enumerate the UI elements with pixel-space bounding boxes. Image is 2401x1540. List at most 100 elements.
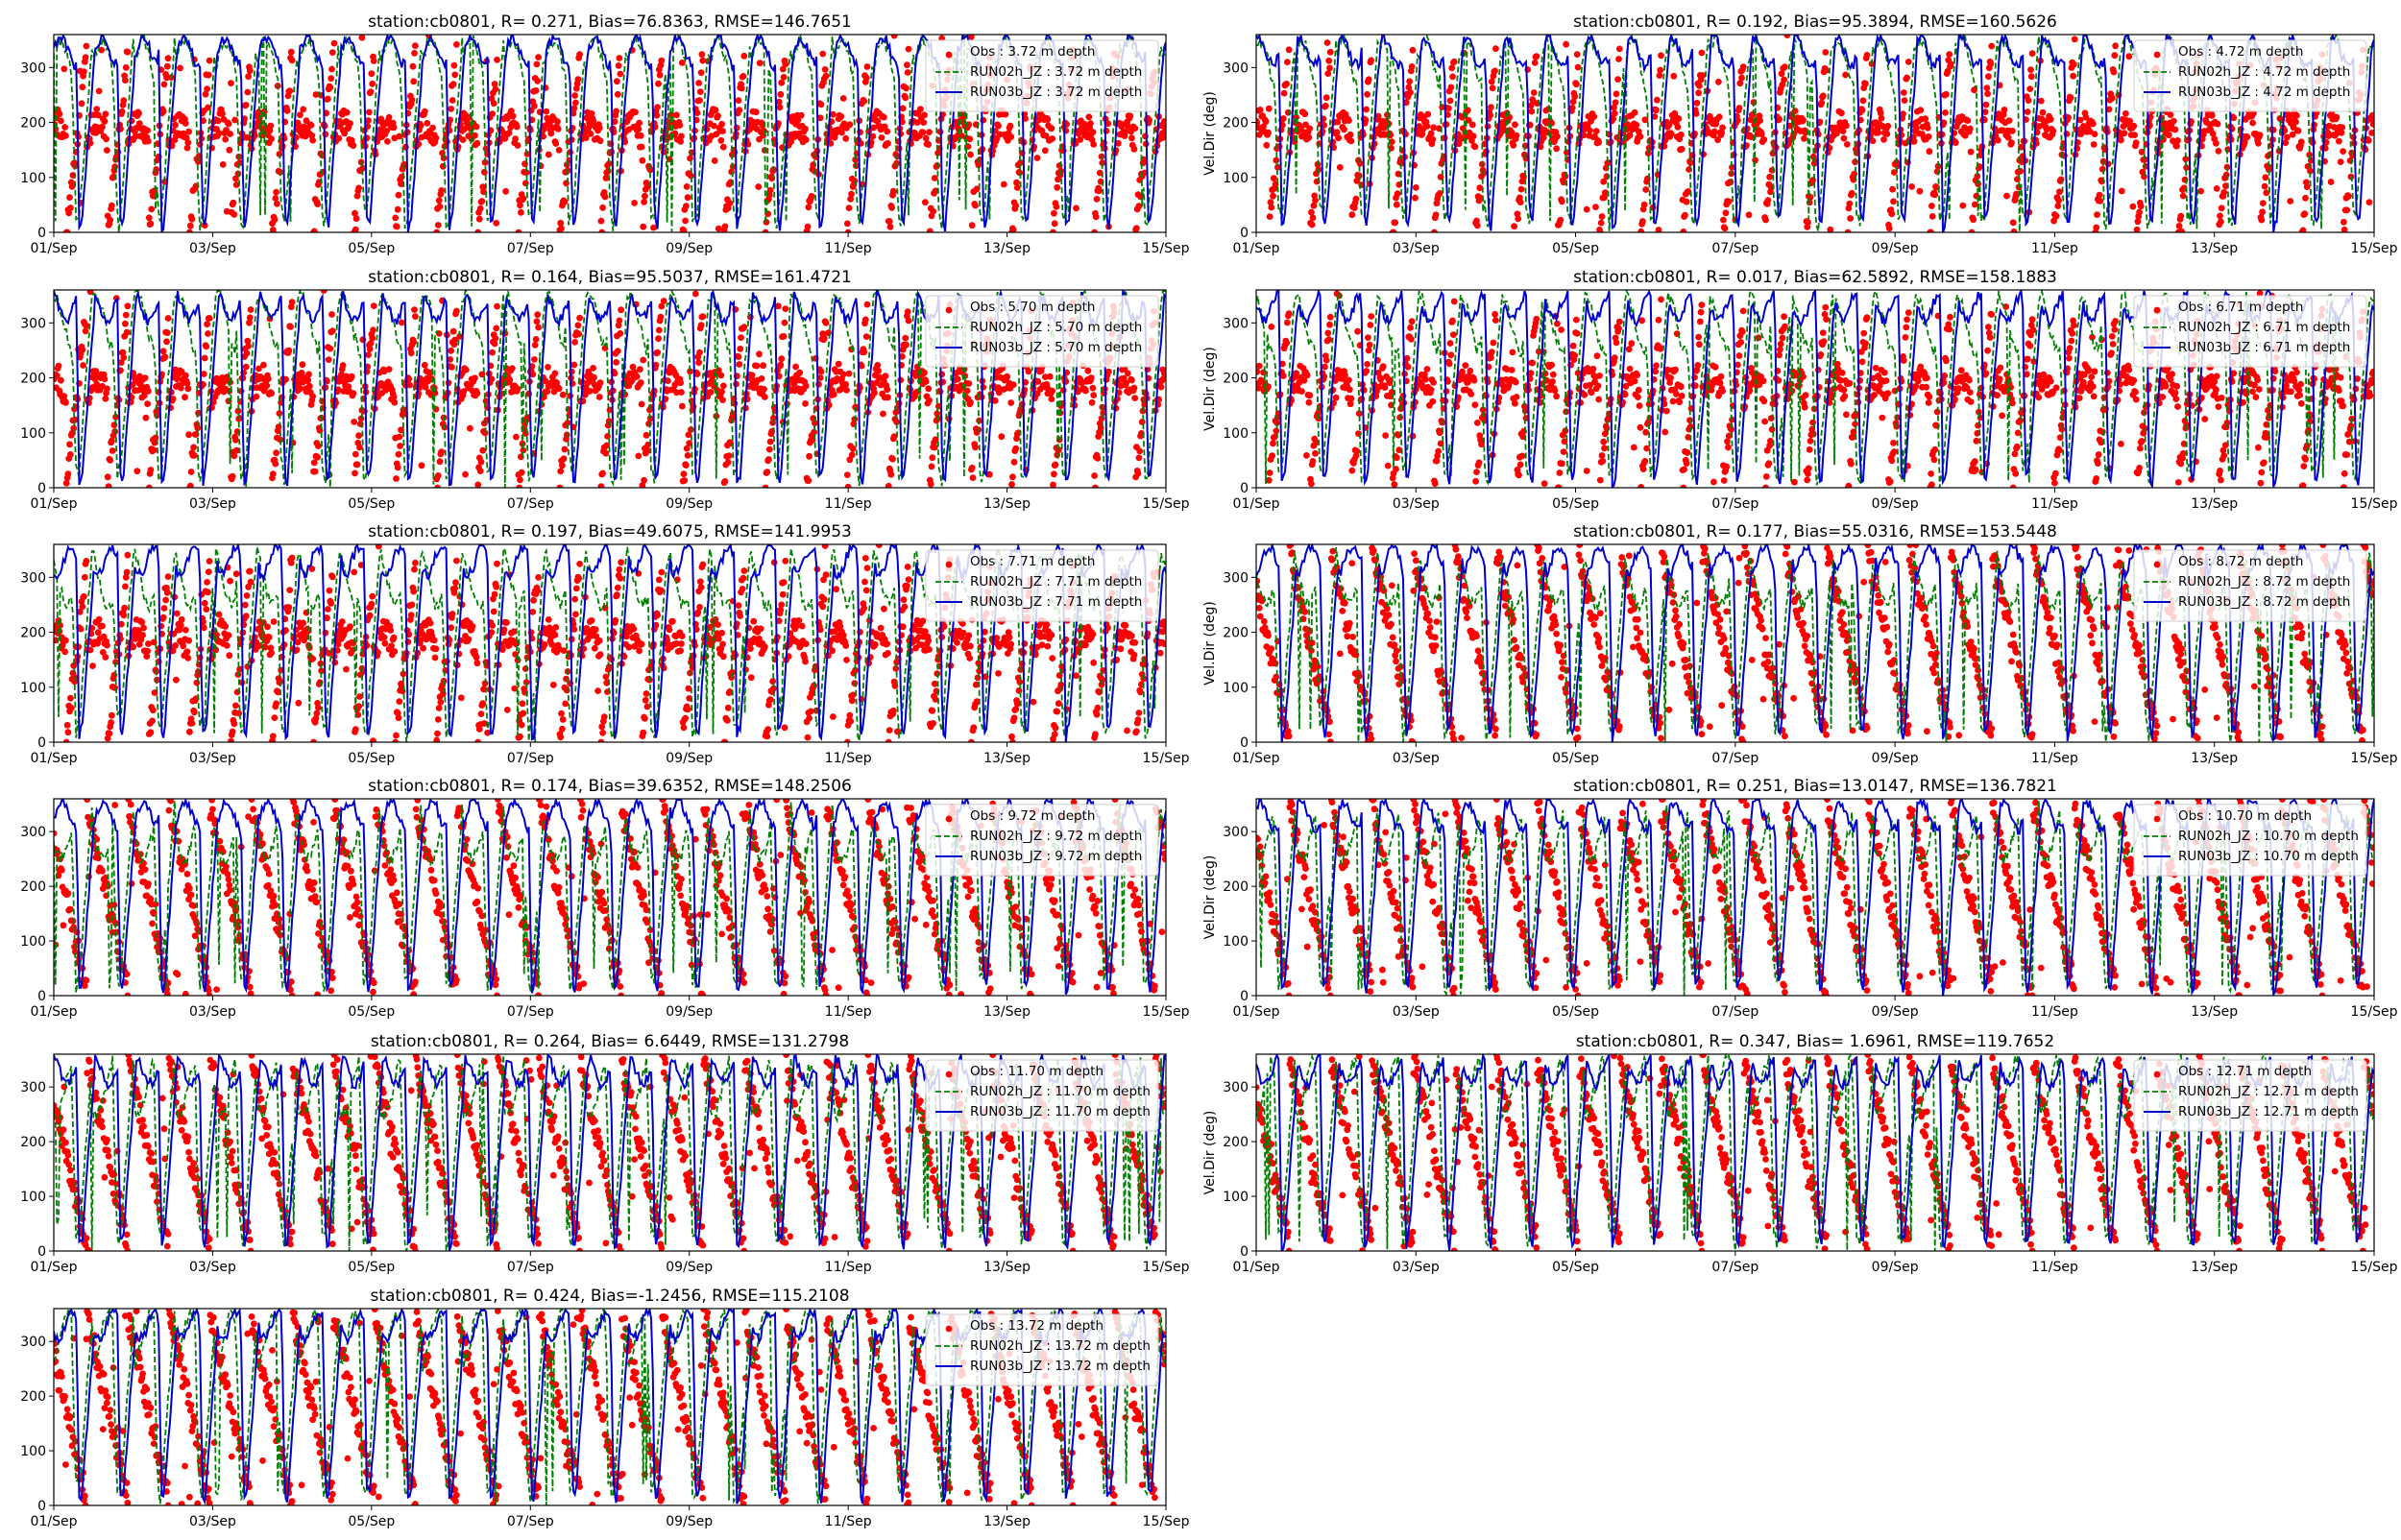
obs-point xyxy=(494,57,500,63)
obs-point xyxy=(598,483,605,490)
obs-point xyxy=(1519,453,1526,460)
obs-point xyxy=(1365,334,1371,341)
obs-point xyxy=(967,399,974,406)
obs-point xyxy=(641,477,647,484)
obs-point xyxy=(640,157,646,164)
obs-point xyxy=(1128,377,1135,384)
obs-point xyxy=(2178,229,2185,235)
obs-point xyxy=(344,109,351,116)
obs-point xyxy=(1012,203,1019,209)
obs-point xyxy=(1162,125,1169,132)
obs-point xyxy=(2027,66,2034,73)
obs-point xyxy=(2220,189,2227,196)
legend-label: Obs : 5.70 m depth xyxy=(970,300,1095,315)
obs-point xyxy=(762,394,768,400)
obs-point xyxy=(1091,472,1098,479)
obs-point xyxy=(850,445,857,452)
obs-point xyxy=(273,189,279,196)
obs-point xyxy=(453,41,460,48)
obs-point xyxy=(1926,133,1932,140)
obs-point xyxy=(349,373,355,380)
obs-point xyxy=(571,92,578,99)
obs-point xyxy=(1409,63,1416,70)
obs-point xyxy=(2311,122,2317,129)
obs-point xyxy=(559,462,566,469)
obs-point xyxy=(715,112,721,119)
x-tick-label: 13/Sep xyxy=(2191,241,2238,256)
obs-point xyxy=(1552,388,1559,395)
obs-point xyxy=(1599,458,1606,465)
obs-point xyxy=(972,203,979,209)
obs-point xyxy=(61,65,67,72)
obs-point xyxy=(692,291,699,298)
obs-point xyxy=(1710,479,1717,486)
obs-point xyxy=(1260,370,1267,376)
obs-point xyxy=(1404,355,1411,362)
obs-point xyxy=(79,84,85,90)
x-tick-label: 03/Sep xyxy=(189,241,236,256)
obs-point xyxy=(2213,140,2219,147)
obs-point xyxy=(245,343,252,349)
obs-point xyxy=(1462,362,1468,369)
obs-point xyxy=(1540,134,1547,141)
obs-point xyxy=(1592,204,1599,210)
obs-point xyxy=(2111,69,2118,76)
obs-point xyxy=(1470,132,1477,139)
obs-point xyxy=(433,134,440,141)
obs-point xyxy=(1584,206,1590,213)
obs-point xyxy=(1263,142,1270,149)
obs-point xyxy=(1640,466,1647,472)
obs-point xyxy=(1412,195,1419,202)
obs-point xyxy=(1613,340,1620,347)
obs-point xyxy=(228,80,234,86)
obs-point xyxy=(1346,386,1353,393)
obs-point xyxy=(1364,91,1370,98)
obs-point xyxy=(1844,141,1851,148)
obs-point xyxy=(1445,105,1452,111)
obs-point xyxy=(1847,215,1854,222)
subplot-title: station:cb0801, R= 0.164, Bias=95.5037, … xyxy=(368,268,852,287)
obs-point xyxy=(1823,67,1830,74)
obs-point xyxy=(1911,138,1918,145)
obs-point xyxy=(925,141,932,148)
obs-point xyxy=(230,473,236,480)
obs-point xyxy=(1269,452,1275,459)
obs-point xyxy=(571,339,578,346)
obs-point xyxy=(879,134,885,141)
obs-point xyxy=(2172,127,2179,133)
obs-point xyxy=(1489,349,1495,355)
obs-point xyxy=(125,49,132,56)
obs-point xyxy=(164,63,171,70)
obs-point xyxy=(2171,118,2177,125)
obs-point xyxy=(205,330,211,337)
obs-point xyxy=(631,200,638,206)
obs-point xyxy=(151,446,158,453)
obs-point xyxy=(1738,75,1745,82)
obs-point xyxy=(1726,199,1733,205)
obs-point xyxy=(570,362,577,369)
obs-point xyxy=(120,354,127,361)
obs-point xyxy=(928,481,934,488)
obs-point xyxy=(1699,50,1706,57)
obs-point xyxy=(719,128,726,134)
obs-point xyxy=(1472,478,1479,485)
obs-point xyxy=(1348,138,1355,145)
obs-point xyxy=(906,46,912,53)
legend-label: RUN02h_JZ : 4.72 m depth xyxy=(2178,64,2350,80)
obs-point xyxy=(1679,146,1686,153)
obs-point xyxy=(1782,63,1788,70)
obs-point xyxy=(1467,391,1474,397)
y-tick-label: 300 xyxy=(20,60,46,76)
obs-point xyxy=(617,55,623,61)
obs-point xyxy=(637,366,643,373)
obs-point xyxy=(519,469,525,476)
obs-point xyxy=(391,399,398,406)
obs-point xyxy=(1716,113,1723,120)
obs-point xyxy=(1014,184,1021,191)
obs-point xyxy=(1312,197,1319,204)
obs-point xyxy=(1090,385,1097,392)
obs-point xyxy=(2255,140,2262,147)
obs-point xyxy=(2133,139,2140,146)
obs-point xyxy=(2055,197,2062,204)
